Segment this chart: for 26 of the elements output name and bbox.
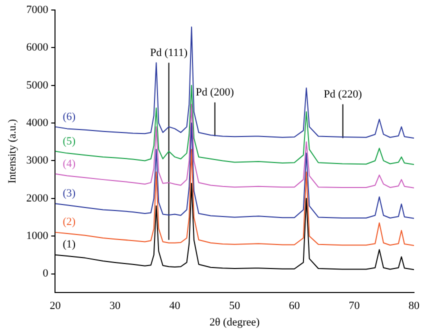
y-tick-label: 4000 — [26, 116, 49, 129]
x-tick-label: 80 — [408, 300, 420, 312]
annotation: Pd (220) — [324, 88, 362, 101]
x-tick-label: 50 — [229, 300, 241, 312]
annotation: Pd (111) — [150, 47, 188, 60]
y-tick-label: 0 — [42, 268, 49, 280]
y-tick-label: 7000 — [26, 4, 49, 16]
series-label: (2) — [62, 216, 76, 228]
series-label: (1) — [62, 238, 76, 250]
x-tick-label: 40 — [169, 300, 181, 312]
y-axis-title: Intensity (a.u.) — [6, 118, 18, 184]
x-tick-label: 60 — [288, 300, 300, 312]
series-label: (5) — [62, 136, 76, 148]
y-tick-label: 6000 — [26, 42, 49, 54]
y-tick-label: 2000 — [26, 192, 49, 204]
series-label: (3) — [62, 188, 76, 200]
series-label: (4) — [62, 158, 76, 170]
y-tick-label: 1000 — [26, 230, 49, 242]
annotation: Pd (200) — [196, 86, 234, 99]
x-axis-title: 2θ (degree) — [210, 316, 260, 328]
x-tick-label: 20 — [50, 300, 62, 312]
y-tick-label: 5000 — [26, 79, 49, 92]
series-label: (6) — [62, 111, 76, 124]
x-tick-label: 30 — [110, 300, 121, 312]
y-tick-label: 3000 — [26, 154, 49, 167]
x-tick-label: 70 — [348, 300, 360, 312]
